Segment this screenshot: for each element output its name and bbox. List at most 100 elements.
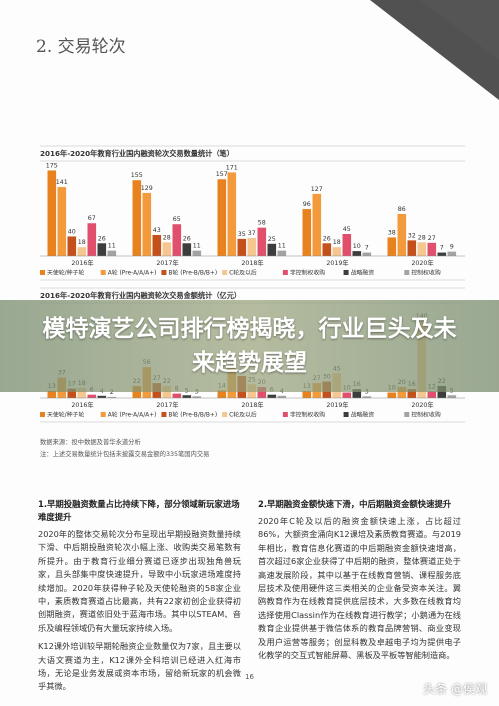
value-label: 67	[88, 215, 96, 222]
source-note: 数据来源：投中数据及普华永道分析	[40, 439, 141, 446]
x-tick-label: 2020年	[411, 258, 433, 267]
bar	[182, 243, 192, 256]
legend-label: A轮 (Pre-A/A/A+)	[108, 410, 157, 418]
bar	[182, 395, 192, 398]
bar	[47, 170, 57, 256]
legend-swatch	[404, 412, 410, 417]
legend-swatch	[222, 270, 228, 275]
value-label: 127	[311, 186, 323, 193]
paragraph: 2020年C轮及以后的融资金额快速上涨，占比超过86%，大额资金涌向K12课培及…	[258, 516, 461, 661]
value-label: 37	[248, 230, 256, 237]
x-tick-label: 2017年	[156, 400, 178, 409]
value-label: 35	[238, 231, 246, 238]
bar	[87, 223, 97, 256]
legend-label: A轮 (Pre-A/A/A+)	[108, 268, 157, 276]
chart-title: 2016年-2020年教育行业国内融资轮次交易金额统计（亿元）	[40, 291, 241, 300]
value-label: 28	[418, 234, 426, 241]
bar	[192, 396, 202, 398]
bar	[397, 213, 407, 256]
value-label: 45	[343, 226, 351, 233]
chart-title: 2016年-2020年教育行业国内融资轮次交易数量统计（笔）	[40, 149, 234, 158]
legend-label: B轮 (Pre-B/B/B+)	[168, 268, 217, 276]
x-tick-label: 2020年	[411, 400, 433, 409]
bar	[47, 390, 57, 398]
legend-label: 非控制权收购	[290, 410, 325, 418]
bar	[77, 247, 87, 256]
x-tick-label: 2019年	[326, 400, 348, 409]
legend-swatch	[40, 412, 45, 417]
column: 2.早期融资金额快速下滑，中后期融资金额快速提升 2020年C轮及以后的融资金额…	[258, 498, 461, 667]
legend-swatch	[40, 270, 45, 275]
bar	[87, 394, 97, 398]
value-label: 25	[268, 236, 276, 243]
value-label: 96	[303, 201, 311, 208]
value-label: 11	[108, 243, 116, 250]
bar	[257, 227, 267, 256]
bar	[312, 193, 322, 256]
value-label: 26	[323, 235, 331, 242]
bar	[352, 389, 362, 398]
value-label: 171	[226, 164, 238, 171]
bar	[107, 396, 117, 398]
bar	[427, 391, 437, 398]
bar	[362, 396, 372, 398]
value-label: 58	[258, 220, 266, 227]
value-label: 2	[110, 389, 114, 396]
value-label: 26	[183, 235, 191, 242]
bar	[67, 236, 77, 256]
value-label: 38	[388, 229, 396, 236]
bar	[152, 234, 162, 256]
value-label: 141	[56, 179, 68, 186]
x-tick-label: 2017年	[156, 258, 178, 267]
bar	[237, 238, 247, 256]
value-label: 65	[173, 216, 181, 223]
bar	[387, 237, 397, 256]
footnote: 注：上述交易数量统计包括未披露交易金额的335笔国内交易	[40, 451, 210, 458]
value-label: 129	[141, 185, 153, 192]
bar	[407, 240, 417, 256]
legend-swatch	[161, 412, 167, 417]
value-label: 86	[398, 206, 406, 213]
column: 1.早期投融资数量占比持续下降，部分领域新玩家进场难度提升 2020年的整体交易…	[38, 498, 241, 699]
bar	[172, 393, 182, 398]
bar	[57, 187, 67, 256]
bar	[217, 179, 227, 256]
paragraph: 2020年的整体交易轮次分布呈现出早期投融资数量持续下滑、中后期投融资轮次小幅上…	[38, 529, 241, 633]
value-label: 10	[353, 243, 361, 250]
bar	[447, 395, 457, 398]
value-label: 9	[450, 244, 454, 251]
bar	[267, 394, 277, 398]
legend-swatch	[343, 270, 349, 275]
legend-label: 天使轮/种子轮	[47, 410, 84, 418]
column-heading: 2.早期融资金额快速下滑，中后期融资金额快速提升	[258, 499, 452, 509]
bar	[172, 224, 182, 256]
bar	[77, 388, 87, 398]
bar	[362, 252, 372, 256]
value-label: 11	[278, 243, 286, 250]
legend-label: 控制权收购	[411, 410, 441, 418]
bar	[257, 387, 267, 398]
paragraph: K12课外培训较早期轮融资企业数量仅为7家，且主要以大语文赛道为主，K12课外全…	[38, 641, 241, 692]
value-label: 157	[216, 171, 228, 178]
bar	[447, 251, 457, 256]
bar	[352, 251, 362, 256]
x-tick-label: 2018年	[241, 258, 263, 267]
bar	[162, 242, 172, 256]
bar	[407, 389, 417, 398]
value-label: 27	[428, 235, 436, 242]
banner: 模特演艺公司排行榜揭晓，行业巨头及未来趋势展望	[0, 300, 499, 392]
legend-swatch	[404, 270, 410, 275]
bar	[247, 237, 257, 256]
legend-swatch	[282, 412, 288, 417]
bar	[142, 192, 152, 256]
bar	[132, 180, 142, 256]
bar	[427, 242, 437, 256]
value-label: 155	[131, 172, 143, 179]
bar	[277, 250, 287, 256]
legend-swatch	[282, 270, 288, 275]
x-tick-label: 2019年	[326, 258, 348, 267]
legend-swatch	[222, 412, 228, 417]
page-number: 16	[245, 673, 254, 681]
value-label: 7	[440, 245, 444, 252]
